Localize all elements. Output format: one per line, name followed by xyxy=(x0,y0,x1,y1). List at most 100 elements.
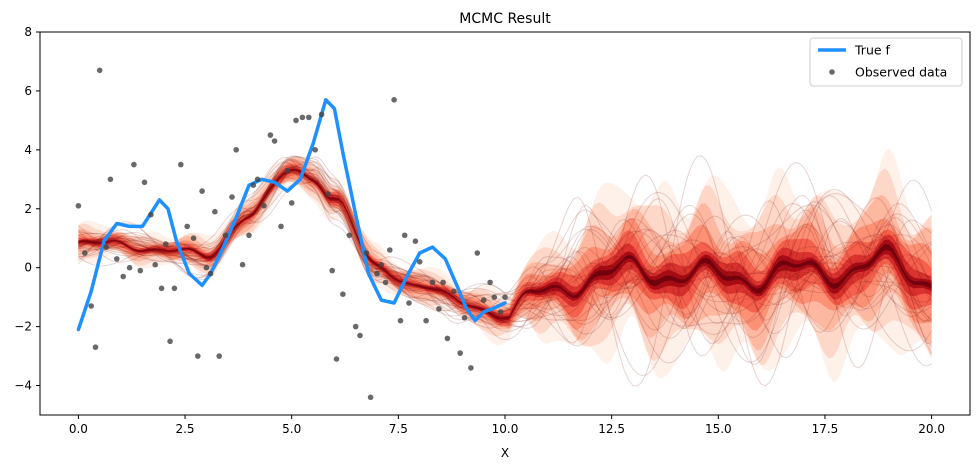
posterior-sample-line xyxy=(78,168,932,322)
posterior-sample-line xyxy=(78,171,932,324)
observed-data-point xyxy=(378,261,385,268)
observed-data-point xyxy=(340,291,346,298)
observed-data-point xyxy=(357,332,363,339)
posterior-band xyxy=(78,157,932,351)
observed-data-point xyxy=(480,297,487,303)
observed-data-point xyxy=(158,285,165,292)
observed-data-point xyxy=(152,261,158,268)
true-f-series xyxy=(76,98,507,332)
posterior-sample-line xyxy=(78,164,933,339)
observed-data-point xyxy=(293,117,299,124)
observed-data-point xyxy=(141,179,148,186)
legend-observed-swatch xyxy=(829,69,835,75)
observed-data-point xyxy=(487,279,493,286)
y-tick-label: 8 xyxy=(24,25,32,39)
observed-data-point xyxy=(75,203,82,209)
observed-data-point xyxy=(416,259,423,265)
observed-data-series xyxy=(75,67,508,401)
observed-data-point xyxy=(178,161,184,168)
legend-observed-label: Observed data xyxy=(855,65,947,80)
legend: True f Observed data xyxy=(809,37,963,87)
observed-data-point xyxy=(239,261,246,268)
observed-data-point xyxy=(474,250,481,256)
posterior-sample-line xyxy=(78,170,932,312)
observed-data-point xyxy=(148,211,154,218)
observed-data-point xyxy=(406,300,412,306)
observed-data-point xyxy=(167,338,173,345)
observed-data-point xyxy=(261,203,267,209)
observed-data-point xyxy=(203,264,210,271)
observed-data-point xyxy=(288,200,295,206)
y-tick-label: −4 xyxy=(14,379,32,393)
observed-data-point xyxy=(468,365,474,371)
observed-data-point xyxy=(103,244,109,250)
observed-data-point xyxy=(387,247,393,253)
observed-data-point xyxy=(107,176,114,183)
x-tick-label: 10.0 xyxy=(492,422,519,436)
observed-data-point xyxy=(382,279,389,286)
observed-data-point xyxy=(246,232,252,239)
x-tick-label: 15.0 xyxy=(705,422,732,436)
observed-data-point xyxy=(497,309,504,315)
observed-data-point xyxy=(82,250,88,256)
posterior-sample-line xyxy=(78,161,933,376)
observed-data-point xyxy=(329,267,336,274)
x-tick-label: 7.5 xyxy=(389,422,408,436)
observed-data-point xyxy=(444,335,451,342)
x-tick-label: 12.5 xyxy=(598,422,625,436)
observed-data-point xyxy=(267,132,274,138)
observed-data-point xyxy=(126,264,133,271)
posterior-bands xyxy=(78,148,932,383)
observed-data-point xyxy=(312,147,319,153)
observed-data-point xyxy=(429,279,436,286)
observed-data-point xyxy=(137,267,144,274)
observed-data-point xyxy=(131,161,137,168)
observed-data-point xyxy=(412,238,419,244)
posterior-sample-line xyxy=(78,159,932,324)
posterior-sample-line xyxy=(78,169,933,335)
observed-data-point xyxy=(199,188,205,194)
observed-data-point xyxy=(318,111,325,118)
y-tick-label: −2 xyxy=(14,320,32,334)
x-tick-label: 20.0 xyxy=(918,422,945,436)
posterior-band xyxy=(78,148,932,383)
observed-data-point xyxy=(436,306,442,312)
observed-data-point xyxy=(325,191,331,197)
legend-true-f-label: True f xyxy=(854,43,891,58)
chart-title: MCMC Result xyxy=(459,11,551,27)
y-tick-label: 6 xyxy=(24,84,32,98)
observed-data-point xyxy=(461,315,468,321)
observed-data-point xyxy=(120,273,126,280)
observed-data-point xyxy=(397,317,404,324)
observed-data-point xyxy=(423,317,429,324)
y-tick-label: 4 xyxy=(24,143,32,157)
observed-data-point xyxy=(163,241,169,247)
observed-data-point xyxy=(88,303,94,309)
observed-data-point xyxy=(92,344,99,351)
posterior-sample-line xyxy=(78,172,932,318)
observed-data-point xyxy=(271,138,278,144)
observed-data-point xyxy=(457,350,464,356)
observed-data-point xyxy=(299,114,306,121)
observed-data-point xyxy=(367,394,374,401)
posterior-band xyxy=(78,164,932,326)
observed-data-point xyxy=(491,294,498,301)
posterior-sample-line xyxy=(78,167,932,369)
observed-data-point xyxy=(352,323,359,330)
observed-data-point xyxy=(391,97,397,103)
observed-data-point xyxy=(171,285,178,292)
observed-data-point xyxy=(346,232,353,239)
posterior-sample-line xyxy=(78,168,932,317)
observed-data-point xyxy=(195,353,201,359)
x-tick-label: 0.0 xyxy=(69,422,88,436)
observed-data-point xyxy=(363,250,370,256)
posterior-sample-line xyxy=(78,165,933,315)
observed-data-point xyxy=(278,223,284,230)
x-tick-label: 5.0 xyxy=(282,422,301,436)
legend-box xyxy=(809,37,963,87)
observed-data-point xyxy=(440,279,446,286)
observed-data-point xyxy=(233,147,239,153)
observed-data-point xyxy=(216,353,222,359)
posterior-band xyxy=(78,167,932,324)
